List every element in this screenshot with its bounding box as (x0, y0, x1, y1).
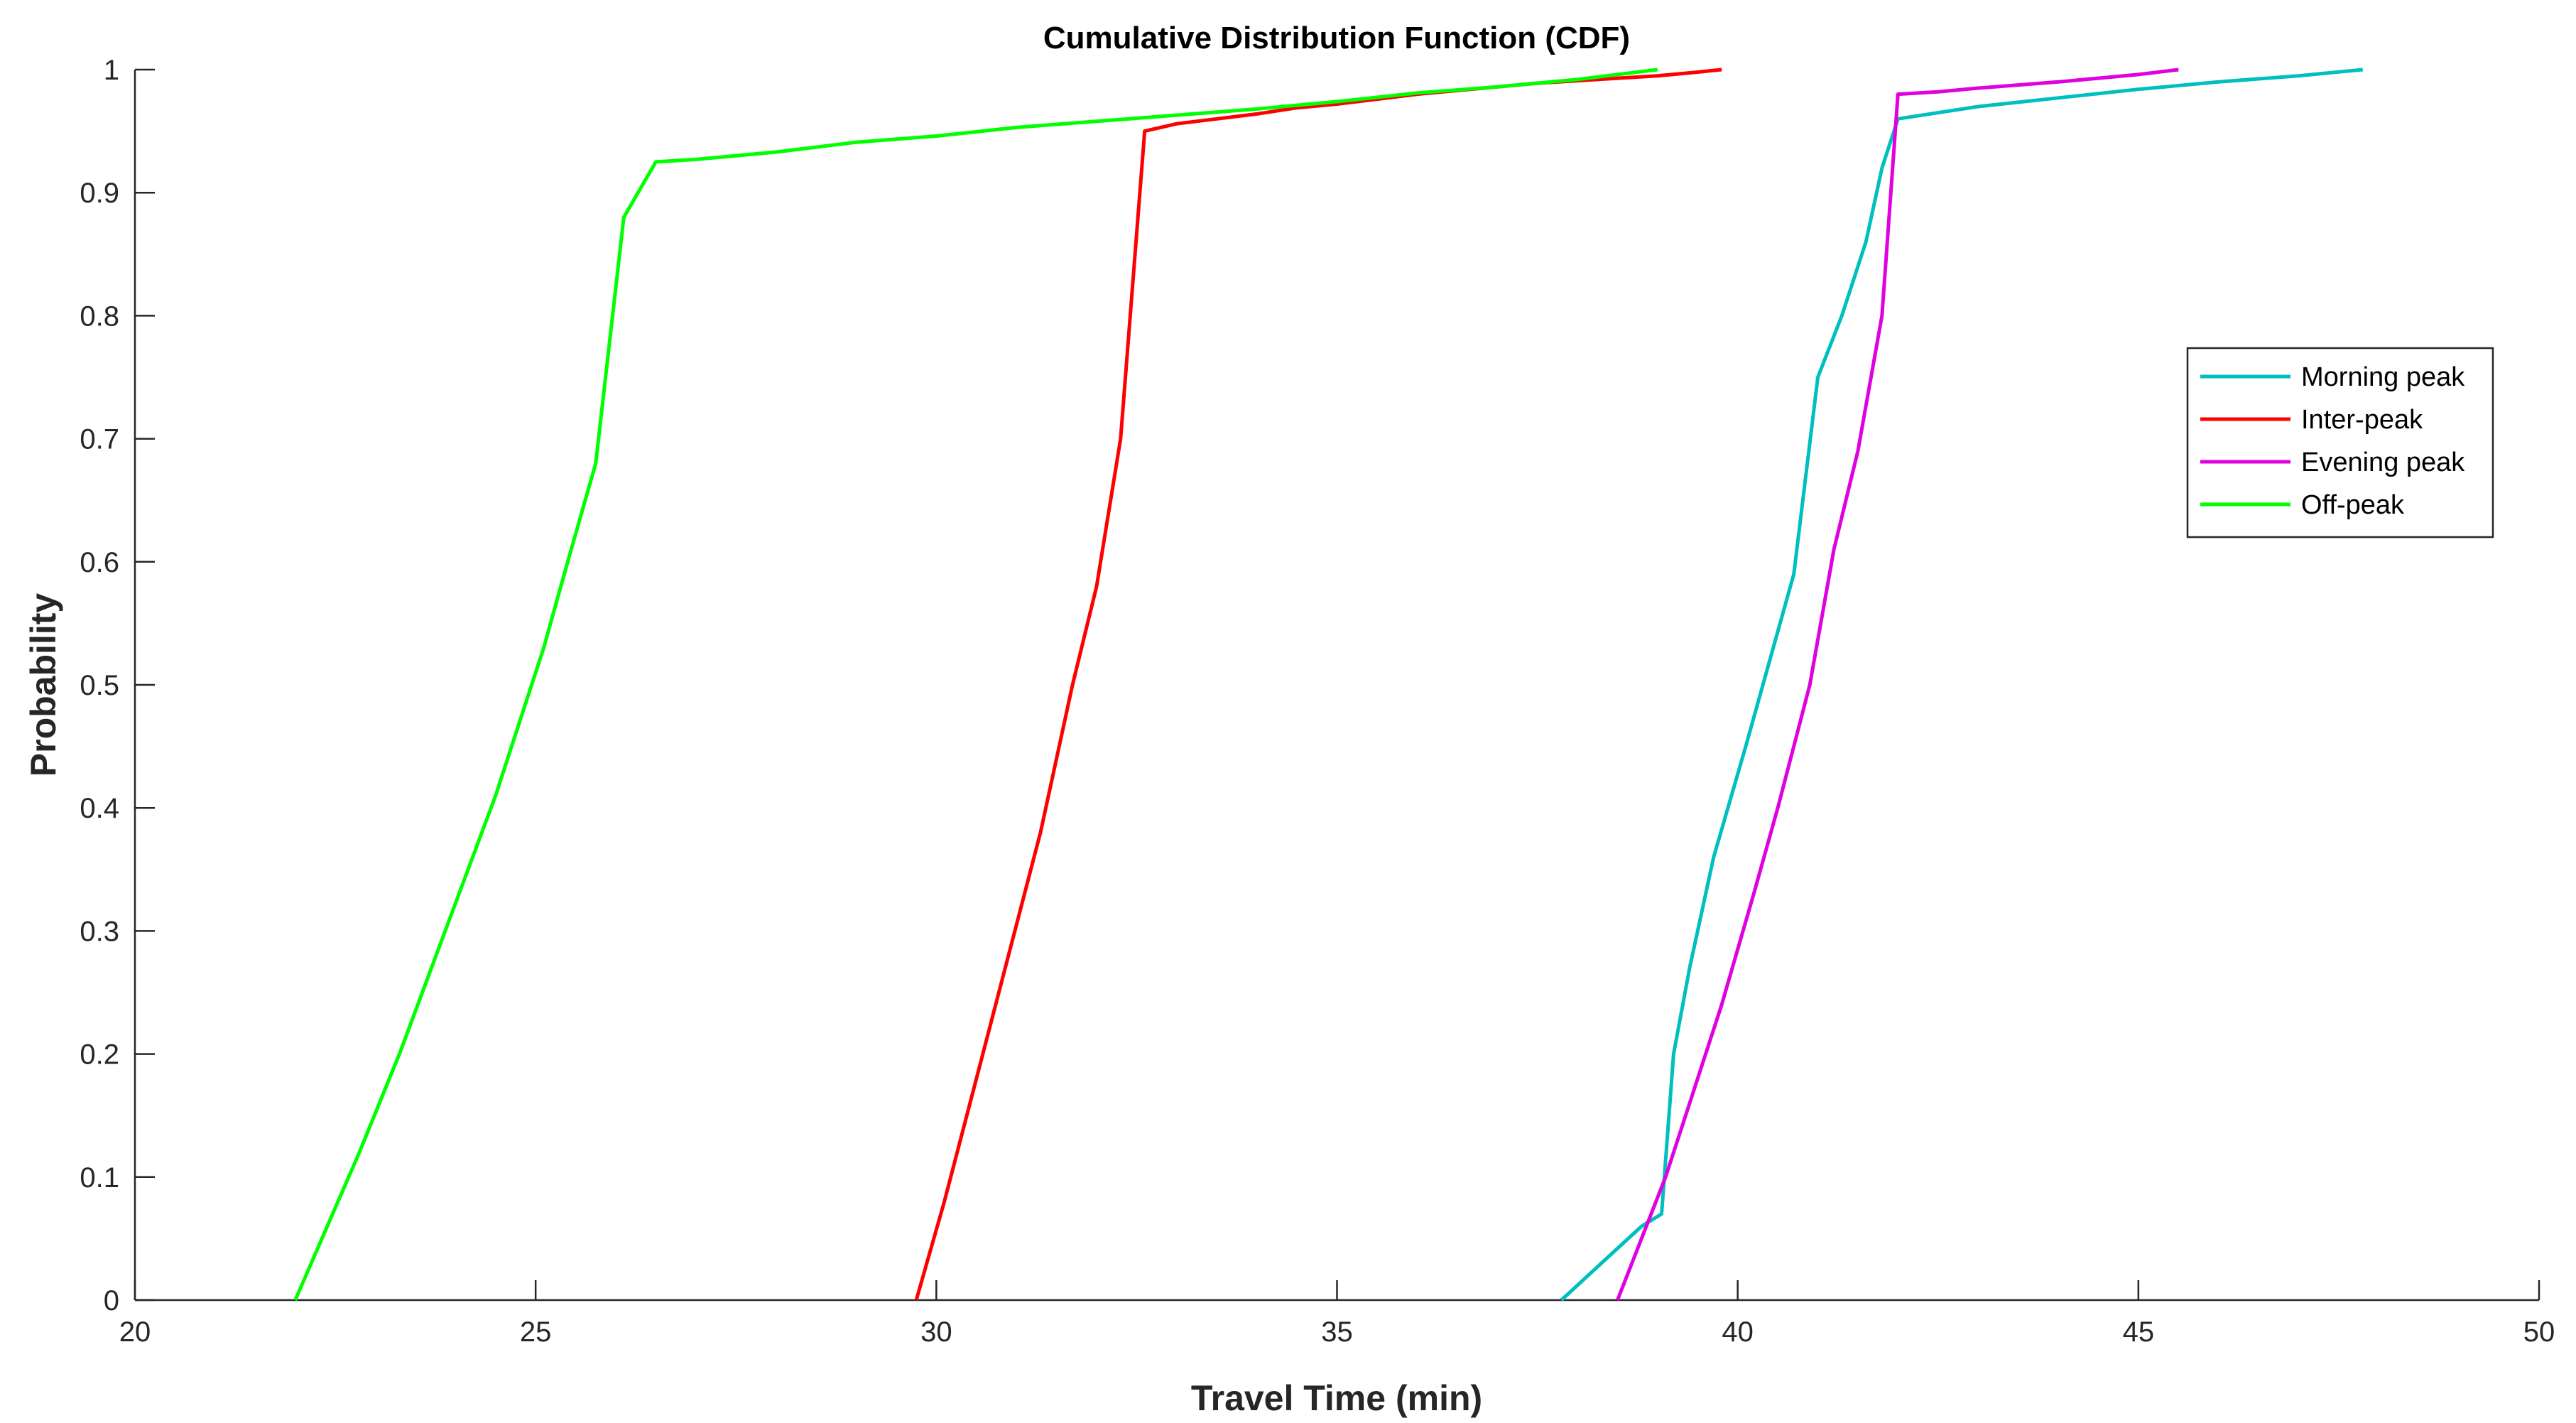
series-line-evening-peak (1616, 67, 2179, 1301)
x-tick-label: 25 (520, 1316, 552, 1348)
y-tick-label: 0.4 (80, 793, 119, 824)
series-line-morning-peak (1560, 67, 2364, 1302)
series-layer (293, 67, 2364, 1302)
legend-entry-label: Evening peak (2301, 448, 2465, 477)
y-tick-label: 0.1 (80, 1162, 119, 1194)
x-axis-title: Travel Time (min) (1191, 1378, 1482, 1418)
y-tick-label: 0.5 (80, 670, 119, 701)
legend-entry-label: Off-peak (2301, 490, 2405, 520)
x-tick-label: 50 (2523, 1316, 2555, 1348)
y-tick-label: 0.6 (80, 547, 119, 578)
y-tick-label: 0.7 (80, 424, 119, 455)
x-tick-label: 30 (920, 1316, 952, 1348)
x-tick-label: 40 (1722, 1316, 1754, 1348)
legend-entry-label: Morning peak (2301, 362, 2465, 392)
legend-entry-label: Inter-peak (2301, 405, 2423, 435)
y-tick-label: 0 (104, 1285, 119, 1316)
x-tick-label: 45 (2123, 1316, 2155, 1348)
y-tick-label: 0.3 (80, 916, 119, 947)
chart-title: Cumulative Distribution Function (CDF) (1043, 21, 1630, 55)
x-tick-label: 35 (1321, 1316, 1353, 1348)
legend: Morning peak Inter-peak Evening peak Off-pe… (2186, 347, 2494, 539)
y-tick-label: 1 (104, 55, 119, 86)
y-tick-label: 0.9 (80, 178, 119, 209)
y-tick-label: 0.8 (80, 301, 119, 332)
y-tick-label: 0.2 (80, 1039, 119, 1071)
axes: 20 25 30 35 40 45 50 0 0.1 0.2 0.3 0.4 0.5 0.6 0.7 0.8 0… (80, 55, 2555, 1348)
y-axis-title: Probability (23, 593, 63, 777)
series-line-off-peak (293, 67, 1658, 1301)
series-line-inter-peak (914, 67, 1722, 1301)
x-tick-label: 20 (119, 1316, 151, 1348)
